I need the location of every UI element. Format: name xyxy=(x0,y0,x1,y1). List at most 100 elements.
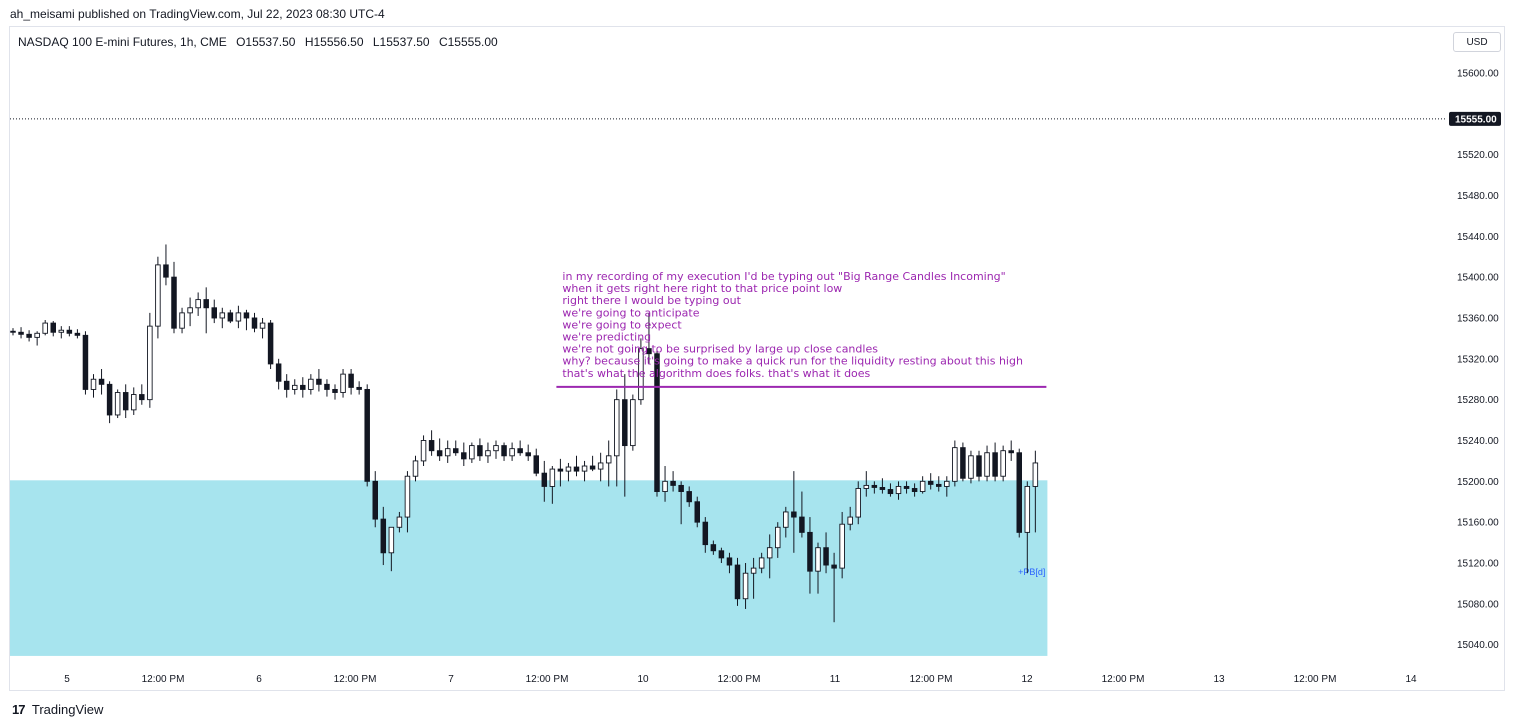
candle-body xyxy=(477,445,483,457)
candle-body xyxy=(171,276,177,329)
candle-body xyxy=(372,480,379,520)
candle-body xyxy=(251,317,258,329)
candle-body xyxy=(259,322,266,329)
candle-body xyxy=(895,485,902,495)
annotation-text-line: in my recording of my execution I'd be t… xyxy=(562,270,1005,283)
candle-body xyxy=(74,332,81,336)
candle-body xyxy=(235,312,242,322)
time-tick-label: 12:00 PM xyxy=(142,674,185,685)
time-tick-label: 12 xyxy=(1021,674,1033,685)
candle-body xyxy=(678,484,684,492)
candle-body xyxy=(324,383,330,390)
candle-body xyxy=(388,526,395,554)
candle-body xyxy=(155,264,161,327)
candle-body xyxy=(308,378,314,390)
candle-body xyxy=(638,348,644,401)
candle-body xyxy=(428,440,435,452)
candle-body xyxy=(106,383,113,416)
price-tick-label: 15040.00 xyxy=(1457,640,1499,651)
candle-body xyxy=(493,445,499,452)
candle-body xyxy=(58,329,65,333)
candle-body xyxy=(509,448,515,457)
candle-body xyxy=(783,511,789,528)
candle-body xyxy=(219,312,226,319)
time-tick-label: 11 xyxy=(830,674,841,685)
pb-zone-layer: +PB[d] xyxy=(10,480,1048,656)
candle-body xyxy=(565,466,572,472)
candle-body xyxy=(243,312,250,319)
price-tick-label: 15600.00 xyxy=(1457,68,1499,79)
candle-body xyxy=(130,394,137,411)
candle-body xyxy=(469,445,475,460)
candle-body xyxy=(420,440,427,462)
candle-body xyxy=(1032,462,1039,487)
candle-body xyxy=(823,547,829,566)
candle-body xyxy=(42,322,48,334)
candle-body xyxy=(839,523,845,569)
candle-body xyxy=(348,373,354,388)
candle-body xyxy=(605,455,612,464)
candle-body xyxy=(163,264,169,278)
price-tick-label: 15440.00 xyxy=(1457,232,1499,243)
candle-body xyxy=(533,455,540,474)
candle-body xyxy=(919,480,926,492)
candle-body xyxy=(815,547,821,572)
candle-body xyxy=(654,353,660,492)
price-tick-label: 15160.00 xyxy=(1457,518,1499,529)
last-price-tag-label: 15555.00 xyxy=(1455,114,1497,125)
price-tick-label: 15120.00 xyxy=(1457,559,1499,570)
candle-body xyxy=(436,450,443,457)
price-tick-label: 15280.00 xyxy=(1457,395,1499,406)
candle-body xyxy=(485,450,491,457)
candle-body xyxy=(726,557,733,566)
candle-body xyxy=(147,325,153,401)
chart-pane[interactable] xyxy=(9,26,1505,691)
candle-body xyxy=(694,501,701,523)
candle-body xyxy=(702,521,709,546)
candle-body xyxy=(670,480,676,486)
candle-body xyxy=(960,447,966,479)
price-axis[interactable]: 15040.00 15080.00 15120.00 15160.00 15200.00… xyxy=(1449,68,1501,651)
candle-body xyxy=(863,484,870,489)
candle-body xyxy=(179,312,185,329)
annotation-text-line: when it gets right here right to that pr… xyxy=(562,282,842,295)
candle-body xyxy=(517,448,523,454)
candle-body xyxy=(34,332,40,338)
candle-body xyxy=(10,330,16,333)
price-tick-label: 15080.00 xyxy=(1457,599,1499,610)
candle-body xyxy=(936,483,942,487)
candle-body xyxy=(750,567,757,574)
candles-layer xyxy=(10,244,1039,623)
price-tick-label: 15480.00 xyxy=(1457,191,1499,202)
candle-body xyxy=(952,447,958,482)
candle-body xyxy=(139,394,145,401)
candle-body xyxy=(340,373,346,393)
candle-body xyxy=(758,557,765,569)
time-tick-label: 5 xyxy=(64,674,70,685)
candle-body xyxy=(541,472,548,487)
candle-body xyxy=(622,399,628,447)
tradingview-footer[interactable]: 17 TradingView xyxy=(12,702,103,717)
candle-body xyxy=(18,331,24,335)
candle-body xyxy=(461,452,467,460)
candle-body xyxy=(903,485,910,489)
candle-body xyxy=(597,462,604,470)
candle-body xyxy=(1024,485,1031,533)
candle-body xyxy=(879,487,886,490)
annotation-text-line: we're going to expect xyxy=(562,318,682,331)
candle-body xyxy=(589,465,596,470)
candle-body xyxy=(686,491,692,503)
candle-body xyxy=(26,333,32,338)
currency-button[interactable]: USD xyxy=(1453,32,1501,52)
tradingview-brand-label: TradingView xyxy=(31,702,104,717)
last-price-tag xyxy=(1449,111,1501,126)
candle-body xyxy=(807,531,813,572)
candle-body xyxy=(911,488,918,492)
candle-body xyxy=(90,378,97,390)
price-tick-label: 15400.00 xyxy=(1457,273,1499,284)
time-axis[interactable]: 5 12:00 PM 6 12:00 PM 7 12:00 PM 10 12:00 PM 11 1… xyxy=(64,674,1417,685)
annotation-text-line: we're predicting xyxy=(562,331,651,344)
candle-body xyxy=(267,322,274,365)
symbol-legend: NASDAQ 100 E-mini Futures, 1h, CME O1553… xyxy=(18,35,504,49)
